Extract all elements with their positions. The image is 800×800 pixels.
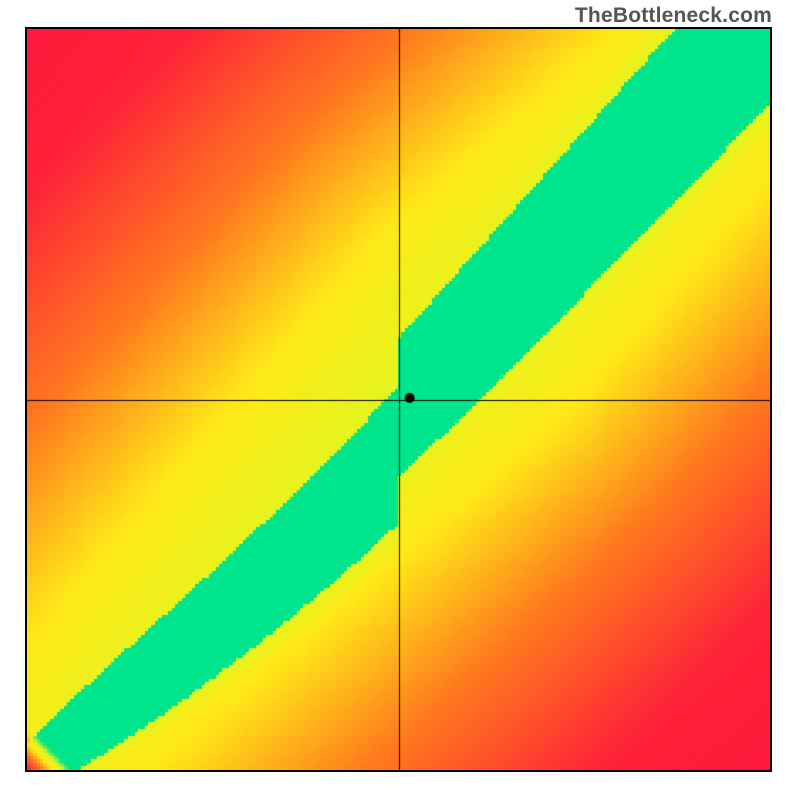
plot-frame xyxy=(25,27,772,772)
crosshair-overlay xyxy=(27,29,770,770)
watermark-text: TheBottleneck.com xyxy=(575,4,772,28)
